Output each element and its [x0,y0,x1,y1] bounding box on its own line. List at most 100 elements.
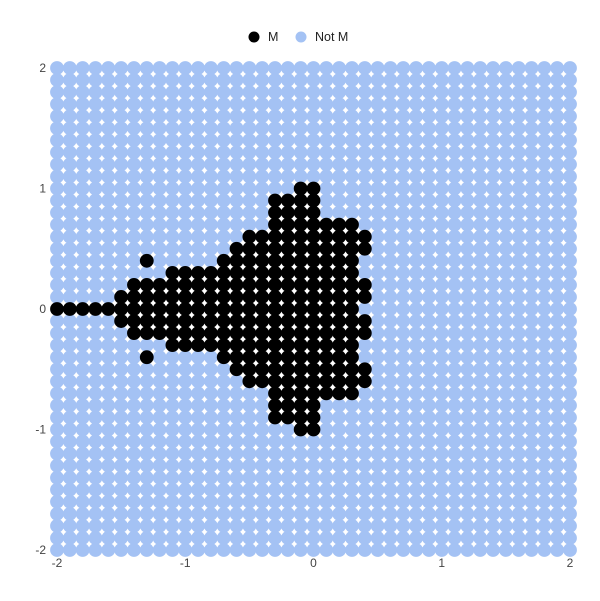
data-point-not-m [127,422,141,437]
data-point-not-m [332,121,347,136]
data-point-not-m [255,446,270,461]
data-point-not-m [319,482,334,497]
data-point-not-m [447,85,462,99]
data-point-not-m [75,494,90,509]
data-point-not-m [422,109,436,124]
data-point-not-m [127,61,141,75]
data-point-not-m [447,181,462,196]
data-point-not-m [229,422,244,437]
data-point-not-m [139,422,154,437]
data-point-not-m [537,362,552,377]
data-point-not-m [165,410,180,425]
data-point-m [319,326,334,340]
data-point-m [242,290,257,304]
data-point-not-m [511,205,526,220]
data-point-not-m [550,314,565,328]
data-point-not-m [524,350,539,365]
data-point-not-m [255,169,270,184]
data-point-not-m [409,181,423,196]
data-point-not-m [88,290,103,304]
data-point-not-m [396,374,411,389]
data-point-not-m [563,506,577,521]
data-point-not-m [537,458,552,473]
data-point-not-m [563,519,577,533]
data-point-not-m [332,181,347,196]
data-point-not-m [422,543,436,557]
data-point-not-m [396,446,411,461]
data-point-not-m [498,302,513,316]
data-point-not-m [139,434,154,449]
data-point-not-m [396,531,411,545]
data-point-not-m [101,531,116,545]
data-point-not-m [422,519,436,533]
data-point-m [280,278,295,292]
data-point-m [88,302,103,316]
data-point-not-m [319,133,334,148]
data-point-not-m [473,338,488,353]
data-point-m [306,326,321,340]
data-point-not-m [88,338,103,353]
data-point-not-m [511,422,526,437]
data-point-not-m [460,133,475,148]
data-point-m [268,326,282,340]
data-point-not-m [255,121,270,136]
data-point-m [293,410,308,425]
data-point-not-m [127,434,141,449]
data-point-not-m [62,85,77,99]
data-point-not-m [114,73,129,87]
data-point-not-m [409,278,423,292]
data-point-not-m [152,386,167,401]
data-point-not-m [345,121,359,136]
data-point-not-m [88,181,103,196]
data-point-not-m [524,85,539,99]
data-point-not-m [498,470,513,485]
data-point-not-m [293,506,308,521]
data-point-not-m [229,470,244,485]
data-point-not-m [204,157,218,172]
data-point-not-m [332,169,347,184]
data-point-not-m [422,446,436,461]
data-point-not-m [139,121,154,136]
data-point-not-m [396,290,411,304]
data-point-not-m [306,85,321,99]
data-point-not-m [114,410,129,425]
data-point-not-m [242,482,257,497]
data-point-not-m [511,85,526,99]
data-point-not-m [537,446,552,461]
data-point-not-m [370,362,385,377]
data-point-not-m [486,97,500,112]
data-point-not-m [345,97,359,112]
data-point-not-m [409,386,423,401]
data-point-not-m [434,422,449,437]
data-point-not-m [216,422,231,437]
data-point-m [306,181,321,196]
data-point-not-m [460,97,475,112]
data-point-not-m [255,398,270,413]
data-point-not-m [434,169,449,184]
data-point-not-m [62,458,77,473]
data-point-not-m [204,73,218,87]
data-point-not-m [396,386,411,401]
data-point-not-m [204,217,218,232]
data-point-not-m [178,422,193,437]
data-point-not-m [139,97,154,112]
data-point-not-m [75,278,90,292]
data-point-not-m [216,97,231,112]
data-point-m [293,350,308,365]
data-point-not-m [524,217,539,232]
data-point-not-m [511,290,526,304]
data-point-not-m [50,265,64,280]
data-point-not-m [88,362,103,377]
data-point-not-m [88,410,103,425]
data-point-not-m [357,85,372,99]
data-point-not-m [370,145,385,160]
data-point-not-m [319,531,334,545]
data-point-not-m [50,157,64,172]
data-point-not-m [139,410,154,425]
data-point-not-m [473,302,488,316]
data-point-m [114,314,129,328]
data-point-not-m [127,265,141,280]
data-point-not-m [229,217,244,232]
data-point-not-m [242,73,257,87]
data-point-not-m [62,314,77,328]
